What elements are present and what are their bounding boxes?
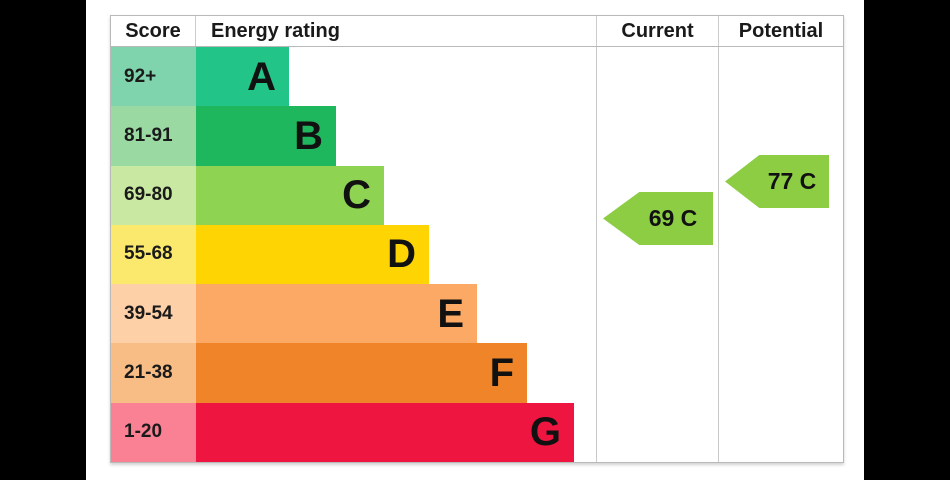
band-row-b: 81-91 B [111,106,843,166]
band-row-g: 1-20 G [111,402,843,462]
band-row-f: 21-38 F [111,343,843,403]
rating-bar-c: C [196,165,384,225]
chart-background-panel: Score Energy rating Current Potential 92… [86,0,864,480]
band-row-a: 92+ A [111,47,843,107]
score-range-d: 55-68 [111,224,196,285]
rating-bar-e: E [196,284,477,344]
potential-column-divider [718,47,719,462]
band-row-d: 55-68 D [111,224,843,285]
score-column-header: Score [111,16,196,46]
band-row-e: 39-54 E [111,284,843,344]
score-range-b: 81-91 [111,106,196,166]
rating-bar-f: F [196,343,527,403]
current-column-divider [596,47,597,462]
score-range-g: 1-20 [111,402,196,462]
epc-rating-table: Score Energy rating Current Potential 92… [110,15,844,463]
rating-bar-d: D [196,224,429,285]
potential-column-header: Potential [718,16,843,46]
score-range-e: 39-54 [111,284,196,344]
table-header-row: Score Energy rating Current Potential [111,16,843,47]
current-column-header: Current [596,16,718,46]
score-range-f: 21-38 [111,343,196,403]
score-range-a: 92+ [111,47,196,107]
energy-rating-column-header: Energy rating [211,20,340,42]
score-range-c: 69-80 [111,165,196,225]
band-row-c: 69-80 C [111,165,843,225]
rating-bar-b: B [196,106,336,166]
rating-bar-g: G [196,402,574,462]
rating-bar-a: A [196,47,289,107]
rating-bands-area: 92+ A 81-91 B 69-80 C 55-68 D 39-54 E 21… [111,47,843,462]
